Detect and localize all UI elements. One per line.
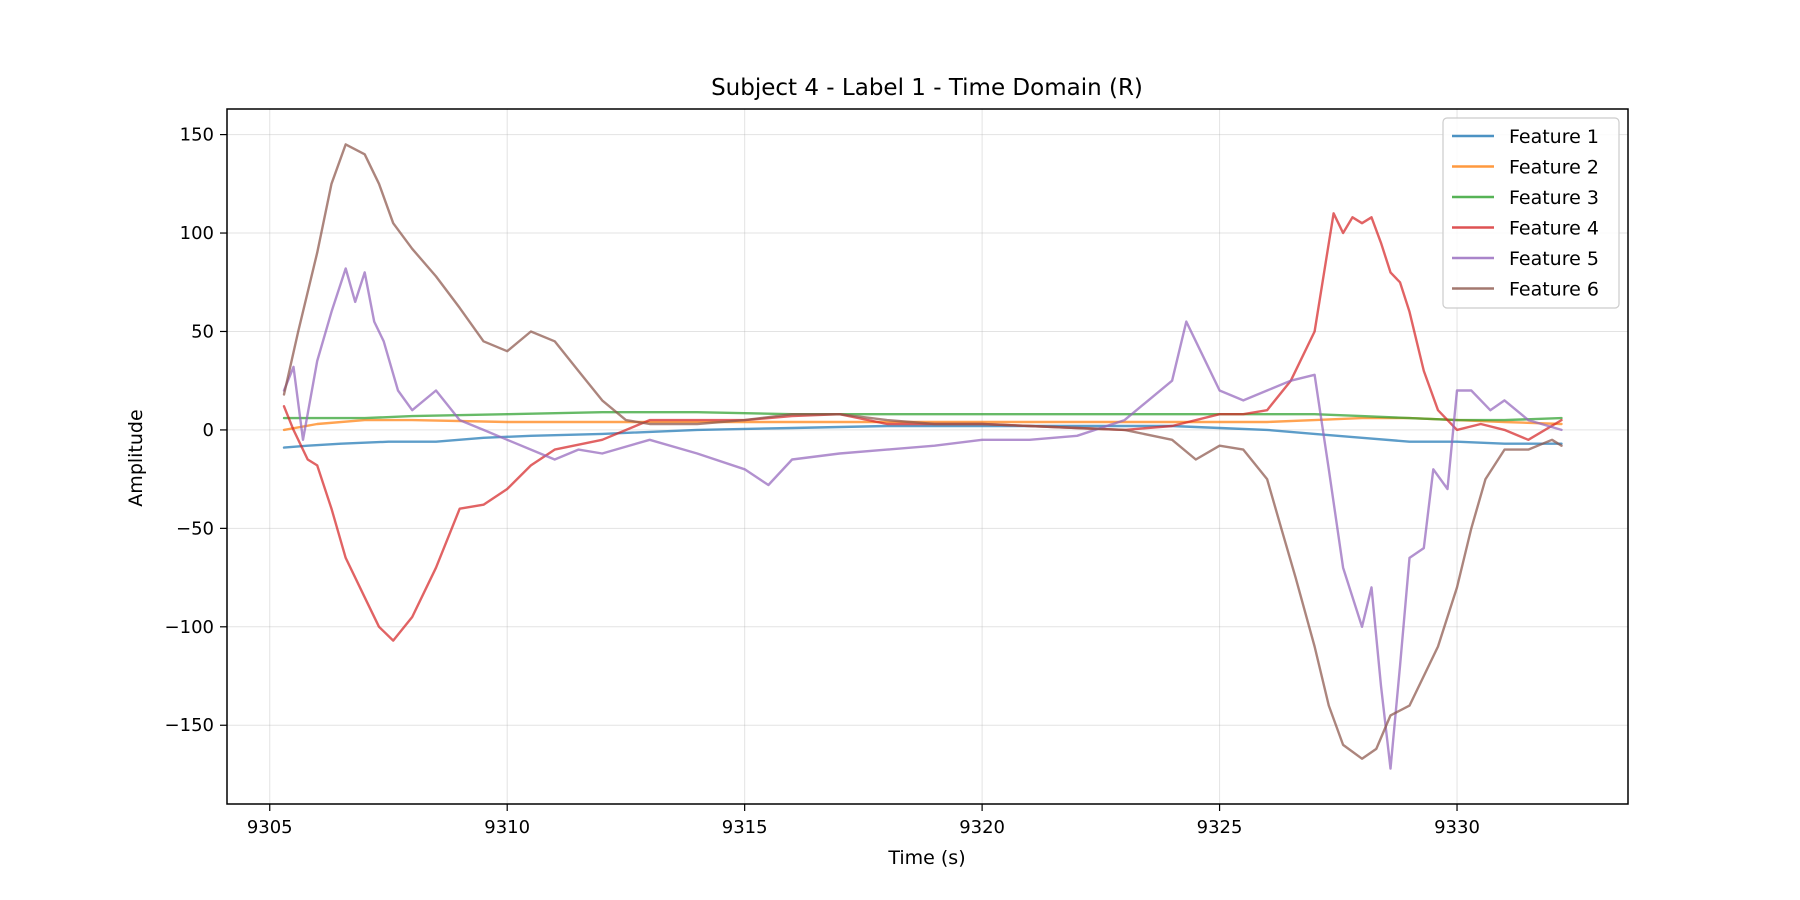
- series-group: [282, 143, 1563, 770]
- y-tick-label: −150: [165, 715, 214, 736]
- legend-label: Feature 4: [1509, 218, 1599, 240]
- x-axis-title: Time (s): [887, 847, 965, 869]
- y-axis-title: Amplitude: [125, 409, 147, 506]
- x-tick-label: 9325: [1197, 817, 1243, 838]
- x-tick-label: 9330: [1434, 817, 1480, 838]
- chart-title: Subject 4 - Label 1 - Time Domain (R): [711, 75, 1143, 101]
- legend: Feature 1 Feature 2 Feature 3 Feature 4 Feat…: [1442, 117, 1620, 309]
- legend-label: Feature 5: [1509, 248, 1599, 270]
- x-tick-label: 9315: [722, 817, 768, 838]
- y-axis: −150 −100 −50 0 50 100 150: [165, 125, 227, 736]
- x-tick-label: 9320: [959, 817, 1005, 838]
- series-line-feature-5: [282, 267, 1563, 770]
- x-tick-label: 9310: [484, 817, 530, 838]
- y-tick-label: −50: [176, 518, 214, 539]
- legend-label: Feature 6: [1509, 279, 1599, 301]
- x-tick-label: 9305: [247, 817, 293, 838]
- y-tick-label: −100: [165, 617, 214, 638]
- series-line-feature-6: [282, 143, 1563, 760]
- x-axis: 9305 9310 9315 9320 9325 9330: [247, 804, 1480, 838]
- series-line-feature-1: [282, 424, 1563, 449]
- legend-label: Feature 2: [1509, 157, 1599, 179]
- series-line-feature-3: [282, 411, 1563, 422]
- y-tick-label: 0: [203, 420, 214, 441]
- y-tick-label: 150: [180, 125, 214, 146]
- legend-label: Feature 3: [1509, 187, 1599, 209]
- legend-label: Feature 1: [1509, 126, 1599, 148]
- y-tick-label: 50: [191, 321, 214, 342]
- y-tick-label: 100: [180, 223, 214, 244]
- plot-frame: [226, 108, 1629, 805]
